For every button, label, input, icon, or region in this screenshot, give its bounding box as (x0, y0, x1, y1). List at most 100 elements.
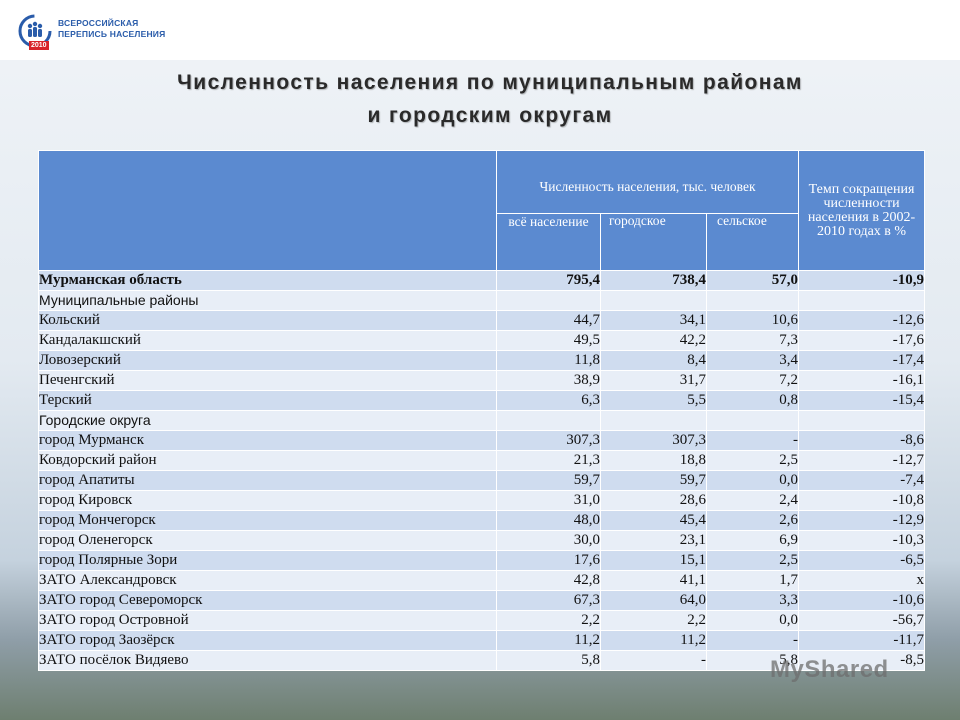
table-row: Печенгский 38,9 31,7 7,2 -16,1 (38, 370, 926, 391)
cell-urban: 31,7 (600, 370, 707, 391)
cell-name: ЗАТО посёлок Видяево (38, 650, 497, 671)
header-population: Численность населения, тыс. человек (495, 150, 800, 214)
cell-name: Муниципальные районы (38, 290, 497, 311)
page-title: Численность населения по муниципальным р… (60, 66, 920, 132)
cell-name: город Полярные Зори (38, 550, 497, 571)
cell-decline: -16,1 (798, 370, 926, 391)
cell-rural: 7,3 (705, 330, 800, 351)
cell-rural: 3,4 (705, 350, 800, 371)
cell-total: 6,3 (496, 390, 601, 411)
cell-urban: 18,8 (600, 450, 707, 471)
header-total: всё население (496, 213, 601, 271)
population-table: Численность населения, тыс. человек Темп… (38, 150, 926, 671)
cell-decline: -12,6 (798, 310, 926, 331)
cell-decline: -11,7 (798, 630, 926, 651)
cell-total: 307,3 (496, 430, 601, 451)
cell-name: Мурманская область (38, 270, 497, 291)
logo-line-1: ВСЕРОССИЙСКАЯ (58, 18, 139, 28)
table-row: город Полярные Зори 17,6 15,1 2,5 -6,5 (38, 550, 926, 571)
cell-rural: 0,0 (705, 470, 800, 491)
cell-name: город Мурманск (38, 430, 497, 451)
cell-name: ЗАТО город Североморск (38, 590, 497, 611)
table-row: город Мурманск 307,3 307,3- -8,6 (38, 430, 926, 451)
cell-total: 31,0 (496, 490, 601, 511)
cell-decline: -12,9 (798, 510, 926, 531)
cell-urban: 42,2 (600, 330, 707, 351)
cell-name: Печенгский (38, 370, 497, 391)
header-decline: Темп сокращения численности населения в … (798, 150, 926, 271)
cell-total: 38,9 (496, 370, 601, 391)
cell-urban: 41,1 (600, 570, 707, 591)
cell-rural (705, 290, 800, 311)
table-row: ЗАТО город Североморск 67,3 64,0 3,3 -10,6 (38, 590, 926, 611)
cell-total: 49,5 (496, 330, 601, 351)
cell-decline: -10,3 (798, 530, 926, 551)
cell-name: Кольский (38, 310, 497, 331)
cell-name: город Кировск (38, 490, 497, 511)
cell-urban: 11,2 (600, 630, 707, 651)
cell-urban: 2,2 (600, 610, 707, 631)
cell-urban: 5,5 (600, 390, 707, 411)
cell-total: 795,4 (496, 270, 601, 291)
cell-rural: 5,8 (705, 650, 800, 671)
group-row: Городские округа (38, 410, 926, 431)
table-row: Кандалакшский 49,5 42,2 7,3 -17,6 (38, 330, 926, 351)
cell-urban: 59,7 (600, 470, 707, 491)
cell-total: 11,8 (496, 350, 601, 371)
table-row: Терский 6,3 5,5 0,8 -15,4 (38, 390, 926, 411)
cell-total: 2,2 (496, 610, 601, 631)
cell-rural: 10,6 (705, 310, 800, 331)
cell-total: 44,7 (496, 310, 601, 331)
header-total-label: всё население (508, 214, 589, 229)
cell-decline: -12,7 (798, 450, 926, 471)
table-row: город Оленегорск 30,0 23,1 6,9 -10,3 (38, 530, 926, 551)
cell-total: 5,8 (496, 650, 601, 671)
cell-rural: 1,7 (705, 570, 800, 591)
cell-decline: -8,5 (798, 650, 926, 671)
cell-decline: -17,4 (798, 350, 926, 371)
cell-urban: 23,1 (600, 530, 707, 551)
watermark: MyShared (770, 656, 889, 683)
cell-rural: 0,8 (705, 390, 800, 411)
cell-name: Ковдорский район (38, 450, 497, 471)
cell-total: 59,7 (496, 470, 601, 491)
group-row: Муниципальные районы (38, 290, 926, 311)
title-line-1: Численность населения по муниципальным р… (177, 71, 803, 94)
cell-urban (600, 410, 707, 431)
cell-name: город Оленегорск (38, 530, 497, 551)
cell-total (496, 290, 601, 311)
cell-decline (798, 290, 926, 311)
cell-urban: 28,6 (600, 490, 707, 511)
table-row: город Апатиты 59,7 59,7 0,0 -7,4 (38, 470, 926, 491)
cell-rural: 57,0 (705, 270, 800, 291)
cell-decline: x (798, 570, 926, 591)
cell-name: Кандалакшский (38, 330, 497, 351)
table-row: город Мончегорск 48,0 45,4 2,6 -12,9 (38, 510, 926, 531)
cell-name: ЗАТО город Островной (38, 610, 497, 631)
logo-line-2: ПЕРЕПИСЬ НАСЕЛЕНИЯ (58, 29, 166, 39)
logo-year: 2010 (29, 41, 49, 50)
logo-text: ВСЕРОССИЙСКАЯ ПЕРЕПИСЬ НАСЕЛЕНИЯ (58, 18, 165, 40)
top-bar: 2010 ВСЕРОССИЙСКАЯ ПЕРЕПИСЬ НАСЕЛЕНИЯ (0, 0, 960, 60)
cell-name: Терский (38, 390, 497, 411)
table-row: Ковдорский район 21,3 18,8 2,5 -12,7 (38, 450, 926, 471)
table-row: ЗАТО город Островной 2,2 2,2 0,0 -56,7 (38, 610, 926, 631)
cell-name: город Мончегорск (38, 510, 497, 531)
cell-total (496, 410, 601, 431)
table-row: город Кировск 31,0 28,6 2,4 -10,8 (38, 490, 926, 511)
cell-total: 42,8 (496, 570, 601, 591)
cell-total: 67,3 (496, 590, 601, 611)
cell-decline: -10,8 (798, 490, 926, 511)
header-urban-label: городское (609, 213, 666, 228)
cell-decline: -7,4 (798, 470, 926, 491)
cell-rural (705, 410, 800, 431)
table-row: ЗАТО посёлок Видяево 5,8-5,8 -8,5 (38, 650, 926, 671)
header-rural: сельское (705, 213, 800, 271)
header-rural-label: сельское (717, 213, 767, 228)
cell-urban: 738,4 (600, 270, 707, 291)
cell-rural: 0,0 (705, 610, 800, 631)
region-row: Мурманская область 795,4 738,4 57,0 -10,9 (38, 270, 926, 291)
cell-decline: -8,6 (798, 430, 926, 451)
cell-urban (600, 290, 707, 311)
table-body: Мурманская область 795,4 738,4 57,0 -10,9 Мун… (38, 270, 926, 671)
